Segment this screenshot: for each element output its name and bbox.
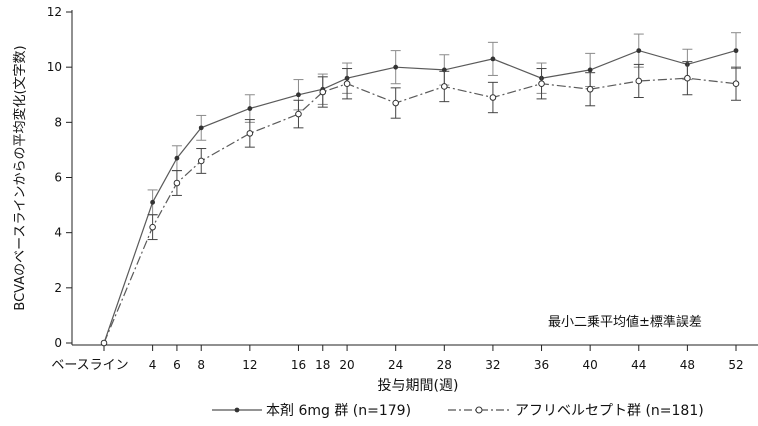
x-tick-label: 6 (173, 358, 181, 372)
data-point-series-1 (636, 48, 641, 53)
data-point-series-2 (174, 180, 180, 186)
data-point-series-2 (490, 95, 496, 101)
data-point-series-2 (442, 84, 448, 90)
data-point-series-2 (247, 131, 253, 137)
data-point-series-2 (101, 340, 107, 346)
x-tick-label: 16 (291, 358, 306, 372)
data-point-series-1 (150, 200, 155, 205)
legend-marker-series-2 (476, 407, 482, 413)
data-point-series-1 (491, 56, 496, 61)
data-point-series-1 (175, 156, 180, 161)
data-point-series-2 (320, 89, 326, 95)
x-tick-label: 8 (197, 358, 205, 372)
data-point-series-1 (393, 65, 398, 70)
x-tick-label: 40 (583, 358, 598, 372)
y-tick-label: 6 (54, 171, 62, 185)
data-point-series-2 (733, 81, 739, 87)
data-point-series-2 (636, 78, 642, 84)
legend-label-series-1: 本剤 6mg 群 (n=179) (266, 403, 411, 419)
x-tick-label: 4 (149, 358, 157, 372)
x-axis-title: 投与期間(週) (378, 378, 459, 394)
data-point-series-1 (588, 68, 593, 73)
x-tick-label: 48 (680, 358, 695, 372)
annotation-label: 最小二乗平均値±標準誤差 (548, 314, 702, 330)
x-tick-label: 32 (485, 358, 500, 372)
y-tick-label: 8 (54, 115, 62, 129)
data-point-series-1 (247, 106, 252, 111)
data-point-series-2 (539, 81, 545, 87)
x-tick-label: 28 (437, 358, 452, 372)
legend-label-series-2: アフリベルセプト群 (n=181) (515, 403, 704, 419)
x-tick-label: 52 (728, 358, 743, 372)
data-point-series-2 (198, 158, 204, 164)
x-tick-label: 36 (534, 358, 549, 372)
x-tick-label: 44 (631, 358, 646, 372)
data-point-series-1 (734, 48, 739, 53)
y-tick-label: 2 (54, 281, 62, 295)
x-tick-label: 24 (388, 358, 403, 372)
data-point-series-2 (393, 100, 399, 106)
data-point-series-2 (296, 111, 302, 117)
data-point-series-2 (344, 81, 350, 87)
data-point-series-2 (587, 86, 593, 92)
y-tick-label: 4 (54, 226, 62, 240)
data-point-series-1 (296, 92, 301, 97)
legend-marker-series-1 (235, 408, 240, 413)
x-tick-label: ベースライン (51, 358, 128, 373)
y-tick-label: 10 (47, 60, 62, 74)
x-tick-label: 18 (315, 358, 330, 372)
data-point-series-1 (199, 125, 204, 130)
x-tick-label: 12 (242, 358, 257, 372)
y-tick-label: 12 (47, 5, 62, 19)
y-tick-label: 0 (54, 336, 62, 350)
y-axis-title: BCVAのベースラインからの平均変化(文字数) (12, 45, 28, 310)
data-point-series-2 (150, 224, 156, 230)
x-tick-label: 20 (339, 358, 354, 372)
data-point-series-2 (685, 75, 691, 81)
